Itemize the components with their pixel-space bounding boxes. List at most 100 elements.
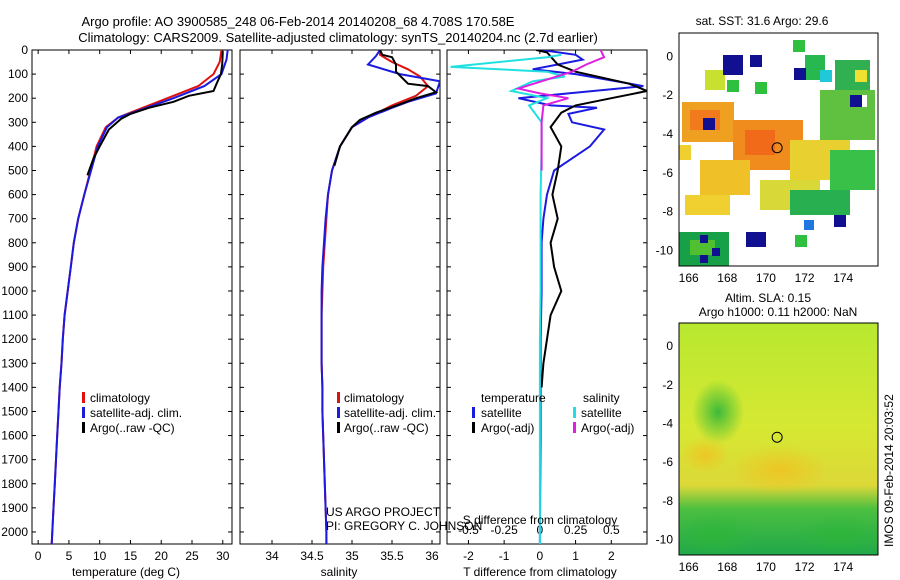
legend-label-argo: Argo(..raw -QC) [90, 421, 175, 435]
sla-low-anomaly [795, 515, 878, 555]
sst-map [678, 32, 879, 267]
difference-series-line [536, 50, 647, 388]
sla-map [678, 322, 879, 556]
sst-map-ytick-label: -6 [662, 166, 673, 180]
sla-map-xtick-label: 174 [833, 560, 853, 574]
difference-stick-label: 0.25 [564, 523, 588, 537]
sla-map-ytick-label: -6 [662, 455, 673, 469]
sst-cell [850, 95, 862, 107]
sst-cell [727, 80, 739, 92]
depth-tick-label: 600 [8, 188, 28, 202]
sst-cell [700, 235, 708, 243]
sst-cell [700, 255, 708, 263]
difference-series-line [514, 50, 606, 171]
sst-map-ytick-label: 0 [666, 49, 673, 63]
difference-xtick-label: 2 [608, 549, 615, 563]
sst-cell [723, 55, 743, 75]
difference-stick-label: -0.5 [458, 523, 479, 537]
sla-high-anomaly [730, 445, 830, 495]
difference-series-line [450, 53, 566, 544]
sst-cell [834, 215, 846, 227]
sla-float-marker [771, 431, 783, 443]
difference-panel-frame [446, 49, 648, 545]
sst-cell [750, 55, 762, 67]
salinity-series-line [320, 50, 440, 544]
sst-map-xtick-label: 170 [756, 271, 776, 285]
legend-swatch-argo [337, 422, 340, 433]
sla-low-anomaly [679, 513, 755, 555]
sst-cell [690, 240, 715, 255]
salinity-xtick-label: 34 [265, 549, 279, 563]
sla-map-frame [678, 322, 879, 556]
footer-timestamp: IMOS 09-Feb-2014 20:03:52 [882, 394, 896, 547]
depth-tick-label: 100 [8, 67, 28, 81]
salinity-series-line [320, 50, 430, 544]
sst-cell [712, 248, 720, 256]
legend-label-argo: Argo(..raw -QC) [344, 421, 429, 435]
difference-xlabel: T difference from climatology [463, 565, 617, 579]
temperature-xtick-label: 15 [124, 549, 138, 563]
project-annotation: US ARGO PROJECT [326, 505, 441, 519]
legend-label-s-argo: Argo(-adj) [581, 421, 634, 435]
depth-tick-label: 1600 [1, 429, 28, 443]
legend-label-t-argo: Argo(-adj) [481, 421, 534, 435]
depth-tick-label: 200 [8, 91, 28, 105]
sst-cell [820, 70, 832, 82]
temperature-panel-frame [31, 49, 233, 545]
temperature-xtick-label: 0 [35, 549, 42, 563]
sla-map-ytick-label: -4 [662, 417, 673, 431]
sla-map-xtick-label: 172 [795, 560, 815, 574]
legend-swatch-t-argo [472, 422, 475, 433]
sla-map-ytick-label: -2 [662, 378, 673, 392]
temperature-xtick-label: 5 [66, 549, 73, 563]
difference-xtick-label: 0 [537, 549, 544, 563]
sst-map-cells [679, 40, 875, 266]
figure-title-line2: Climatology: CARS2009. Satellite-adjuste… [78, 30, 598, 45]
sst-map-xtick-label: 166 [679, 271, 699, 285]
depth-tick-label: 1200 [1, 332, 28, 346]
sst-map-title: sat. SST: 31.6 Argo: 29.6 [696, 14, 829, 28]
legend-label-s-satellite: satellite [581, 406, 622, 420]
legend-label-satellite: satellite-adj. clim. [90, 406, 182, 420]
figure-title-line1: Argo profile: AO 3900585_248 06-Feb-2014… [82, 14, 515, 29]
sst-cell [700, 160, 750, 195]
salinity-xtick-label: 36 [425, 549, 439, 563]
sst-map-xtick-label: 174 [833, 271, 853, 285]
salinity-xtick-label: 34.5 [300, 549, 324, 563]
difference-xtick-label: -2 [463, 549, 474, 563]
depth-tick-label: 1300 [1, 356, 28, 370]
difference-xlabel-top: S difference from climatology [463, 513, 618, 527]
difference-xtick-label: 1 [572, 549, 579, 563]
depth-tick-label: 1700 [1, 453, 28, 467]
sla-map-ytick-label: -8 [662, 494, 673, 508]
sst-cell [794, 68, 806, 80]
legend-swatch-satellite [82, 407, 85, 418]
sla-map-xtick-label: 168 [717, 560, 737, 574]
salinity-xtick-label: 35.5 [380, 549, 404, 563]
depth-tick-label: 1400 [1, 380, 28, 394]
depth-tick-label: 800 [8, 236, 28, 250]
sst-cell [793, 40, 805, 52]
legend-swatch-satellite [337, 407, 340, 418]
salinity-panel-frame [239, 49, 441, 545]
sla-map-field [679, 323, 878, 555]
sst-cell [830, 150, 875, 190]
temperature-series-line [86, 51, 224, 176]
depth-tick-label: 1100 [2, 308, 28, 322]
legend-label-climatology: climatology [344, 391, 404, 405]
salinity-series-line [333, 50, 439, 166]
legend-swatch-s-argo [573, 422, 576, 433]
temperature-legend: climatology satellite-adj. clim. Argo(..… [82, 391, 182, 435]
temperature-xlabel: temperature (deg C) [72, 565, 180, 579]
legend-label-climatology: climatology [90, 391, 150, 405]
sst-float-marker [771, 142, 783, 154]
sst-cell [795, 235, 807, 247]
depth-tick-label: 1800 [1, 477, 28, 491]
legend-title-temperature: temperature [481, 391, 546, 405]
depth-tick-label: 1900 [1, 501, 28, 515]
legend-swatch-climatology [337, 392, 340, 403]
depth-tick-label: 300 [8, 115, 28, 129]
sla-map-title-line2: Argo h1000: 0.11 h2000: NaN [699, 305, 858, 319]
axis-ticks: 0 5 10 15 20 25 300100200300400500600700800900… [1, 43, 853, 574]
sst-map-ytick-label: -8 [662, 205, 673, 219]
